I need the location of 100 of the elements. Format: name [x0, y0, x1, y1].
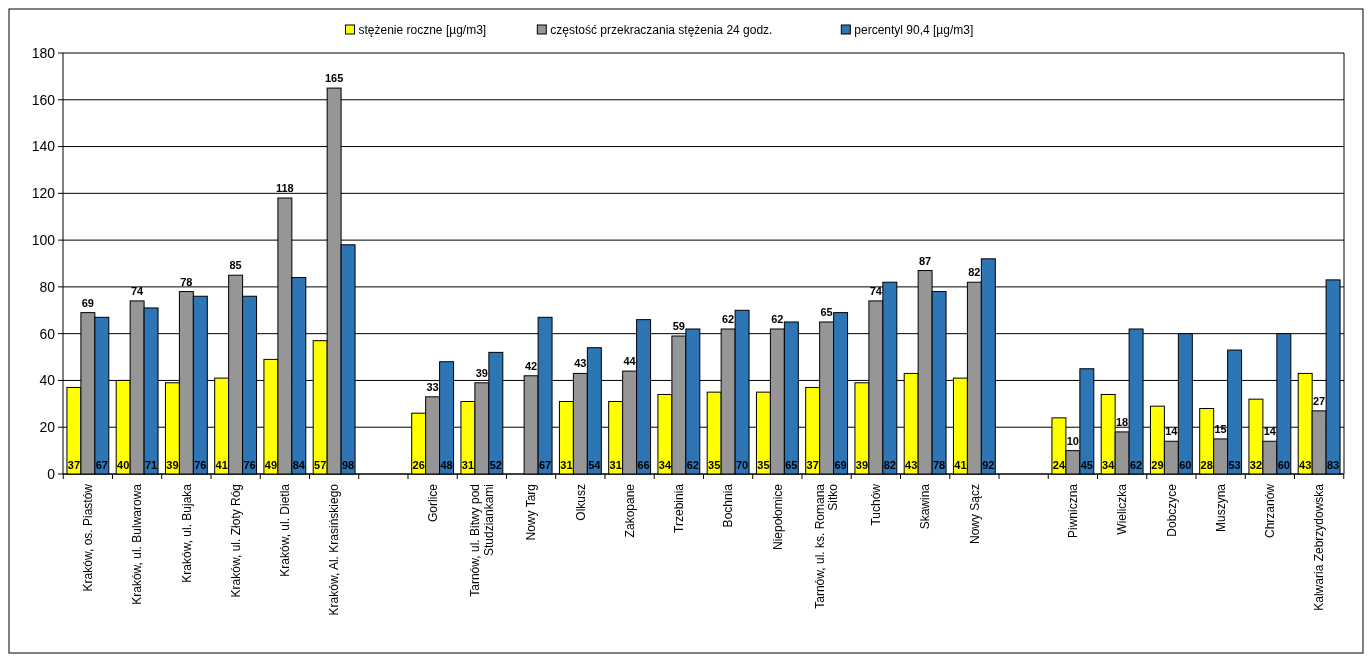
- data-label: 35: [708, 459, 721, 471]
- data-label: 82: [883, 459, 896, 471]
- x-tick-label: Nowy Sącz: [967, 484, 982, 545]
- y-tick-label: 0: [47, 465, 56, 482]
- y-tick-label: 120: [31, 185, 56, 202]
- data-label: 53: [1228, 459, 1241, 471]
- data-label: 24: [1052, 459, 1066, 471]
- data-label: 34: [658, 459, 672, 471]
- legend-label: percentyl 90,4 [µg/m3]: [854, 23, 974, 38]
- x-tick-label: Tarnów, ul. Bitwy pod Studziankami: [468, 484, 496, 597]
- x-tick-label: Kraków, ul. Bujaka: [179, 483, 194, 583]
- data-label: 39: [855, 459, 869, 471]
- x-tick-label: Gorlice: [425, 483, 440, 523]
- x-tick-label: Kraków, Al. Krasińskiego: [327, 483, 342, 616]
- x-tick-label: Trzebinia: [672, 483, 687, 533]
- data-label: 39: [166, 459, 179, 471]
- data-label: 87: [919, 254, 932, 267]
- y-tick-label: 80: [39, 278, 56, 295]
- x-tick-label: Skawina: [918, 483, 933, 530]
- data-label: 59: [672, 320, 685, 333]
- y-tick-label: 180: [31, 44, 56, 61]
- x-tick-label: Kraków, ul. Złoty Róg: [228, 484, 243, 598]
- data-label: 44: [623, 355, 637, 368]
- data-label: 57: [314, 459, 327, 471]
- data-label: 74: [131, 284, 145, 297]
- data-label: 82: [968, 266, 981, 279]
- data-label: 10: [1066, 434, 1079, 447]
- data-label: 92: [982, 459, 995, 471]
- data-label: 76: [243, 459, 256, 471]
- data-label: 67: [95, 459, 108, 471]
- data-label: 78: [932, 459, 946, 471]
- data-label: 27: [1313, 394, 1326, 407]
- x-tick-label: Kraków, ul. Dietla: [278, 483, 293, 577]
- data-label: 31: [461, 459, 475, 471]
- data-label: 26: [412, 459, 425, 471]
- data-label: 62: [771, 312, 784, 325]
- x-tick-label: Tuchów: [869, 483, 884, 526]
- data-label: 66: [637, 459, 650, 471]
- data-label: 65: [785, 459, 798, 471]
- data-label: 83: [1326, 459, 1340, 471]
- y-tick-label: 140: [31, 138, 56, 155]
- x-tick-label: Wieliczka: [1115, 483, 1130, 535]
- data-label: 43: [574, 357, 587, 370]
- x-tick-label: Dobczyce: [1164, 483, 1179, 537]
- data-label: 165: [324, 72, 344, 85]
- x-tick-label: Nowy Targ: [524, 484, 539, 541]
- data-label: 28: [1200, 459, 1213, 471]
- data-label: 62: [1129, 459, 1143, 471]
- data-label: 78: [180, 275, 193, 288]
- y-tick-label: 160: [31, 91, 56, 108]
- x-tick-label: Piwniczna: [1066, 483, 1081, 539]
- data-label: 37: [67, 459, 81, 471]
- data-label: 31: [560, 459, 573, 471]
- data-label: 69: [81, 296, 94, 309]
- data-label: 62: [686, 459, 699, 471]
- x-tick-label: Chrzanów: [1263, 483, 1278, 539]
- data-label: 29: [1151, 459, 1164, 471]
- data-label: 84: [292, 459, 306, 471]
- data-label: 37: [806, 459, 819, 471]
- data-label: 31: [609, 459, 622, 471]
- data-label: 60: [1179, 459, 1192, 471]
- data-label: 62: [722, 312, 735, 325]
- x-tick-label: Zakopane: [622, 483, 637, 538]
- data-label: 49: [264, 459, 278, 471]
- data-label: 18: [1116, 415, 1129, 428]
- x-tick-label: Niepołomice: [770, 483, 785, 551]
- data-label: 48: [440, 459, 453, 471]
- x-tick-label: Tarnów, ul. ks. Romana Sitko: [813, 483, 841, 609]
- data-label: 14: [1263, 425, 1277, 438]
- data-label: 33: [426, 380, 439, 393]
- data-label: 70: [735, 459, 749, 471]
- data-label: 39: [475, 366, 488, 379]
- legend-label: częstość przekraczania stężenia 24 godz.: [550, 23, 773, 38]
- x-tick-label: Bochnia: [721, 483, 736, 528]
- x-tick-label: Muszyna: [1213, 483, 1228, 533]
- data-label: 42: [525, 359, 538, 372]
- data-label: 41: [954, 459, 967, 471]
- data-label: 76: [194, 459, 207, 471]
- y-tick-label: 20: [39, 419, 56, 436]
- data-label: 32: [1249, 459, 1263, 471]
- data-label: 14: [1165, 425, 1179, 438]
- x-tick-label: Kalwaria Zebrzydowska: [1312, 483, 1327, 611]
- y-tick-label: 60: [39, 325, 56, 342]
- data-label: 74: [869, 284, 883, 297]
- legend-label: stężenie roczne [µg/m3]: [358, 23, 487, 38]
- data-label: 54: [588, 459, 602, 471]
- data-label: 69: [834, 459, 847, 471]
- data-label: 43: [1299, 459, 1312, 471]
- data-label: 98: [341, 459, 355, 471]
- data-label: 35: [757, 459, 770, 471]
- x-tick-label: Kraków, os. Piastów: [81, 483, 96, 592]
- x-tick-label: Kraków, ul. Bulwarowa: [130, 483, 145, 605]
- data-label: 65: [820, 305, 833, 318]
- data-label: 40: [117, 459, 130, 471]
- data-label: 85: [229, 259, 242, 272]
- data-label: 67: [538, 459, 552, 471]
- data-label: 52: [489, 459, 502, 471]
- data-label: 60: [1277, 459, 1290, 471]
- y-tick-label: 100: [31, 232, 56, 249]
- x-tick-label: Olkusz: [573, 484, 588, 521]
